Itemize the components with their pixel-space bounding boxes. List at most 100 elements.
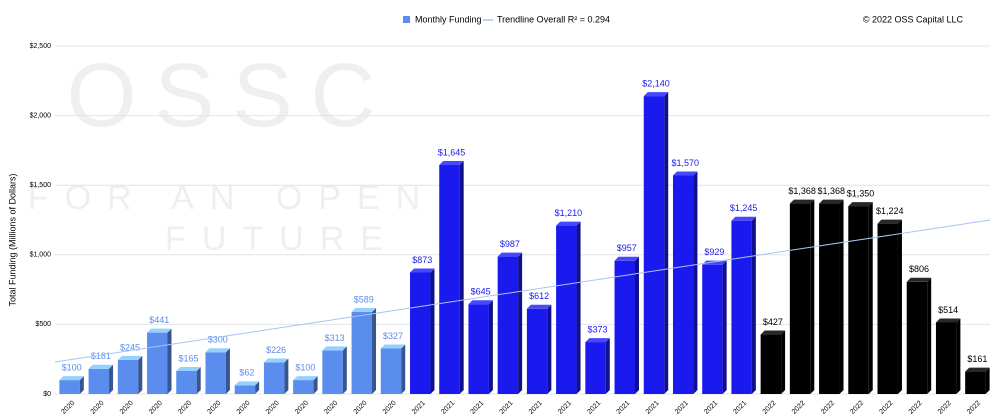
bar bbox=[877, 223, 898, 394]
bar-top bbox=[147, 328, 172, 333]
bar bbox=[672, 175, 694, 394]
x-tick-label: 2021 bbox=[616, 400, 632, 416]
value-label: $1,210 bbox=[555, 208, 583, 218]
value-label: $62 bbox=[239, 368, 254, 378]
watermark-text: FOR AN OPEN bbox=[28, 179, 436, 217]
value-label: $987 bbox=[500, 239, 520, 249]
bar bbox=[176, 371, 197, 394]
value-label: $612 bbox=[529, 291, 549, 301]
x-tick-label: 2022 bbox=[878, 400, 894, 416]
bar-side bbox=[956, 318, 961, 394]
value-label: $1,368 bbox=[818, 186, 846, 196]
value-label: $441 bbox=[149, 315, 169, 325]
trendline bbox=[54, 219, 991, 363]
bar-top bbox=[439, 161, 464, 166]
bar-side bbox=[605, 338, 610, 394]
bar-top bbox=[468, 300, 493, 305]
x-tick-label: 2021 bbox=[411, 400, 427, 416]
bar bbox=[439, 165, 460, 394]
bar-top bbox=[760, 330, 786, 335]
bar bbox=[322, 350, 343, 394]
bar-top bbox=[585, 338, 610, 343]
bar bbox=[468, 304, 489, 394]
x-tick-label: 2022 bbox=[791, 400, 807, 416]
x-tick-label: 2022 bbox=[849, 400, 865, 416]
value-label: $181 bbox=[91, 351, 111, 361]
bar bbox=[351, 312, 373, 394]
value-label: $165 bbox=[178, 353, 198, 363]
watermark: OSSC FOR AN OPEN FUTURE bbox=[28, 46, 436, 258]
bar-top bbox=[526, 304, 552, 309]
bar bbox=[205, 352, 226, 394]
value-label: $1,224 bbox=[876, 206, 904, 216]
y-tick-label: $1,000 bbox=[30, 252, 52, 259]
x-tick-label: 2020 bbox=[265, 400, 281, 416]
bar-top bbox=[234, 381, 260, 386]
bar-top bbox=[351, 308, 377, 313]
bar-top bbox=[263, 358, 289, 363]
x-tick-label: 2021 bbox=[732, 400, 748, 416]
bar bbox=[614, 260, 635, 394]
bar-top bbox=[672, 171, 698, 176]
bar-top bbox=[848, 202, 873, 207]
bar-side bbox=[518, 252, 523, 394]
bar-side bbox=[401, 344, 406, 394]
bar-top bbox=[59, 376, 84, 381]
value-label: $313 bbox=[325, 333, 345, 343]
x-tick-label: 2021 bbox=[674, 400, 690, 416]
bar-top bbox=[497, 252, 523, 257]
value-label: $373 bbox=[588, 324, 608, 334]
bar bbox=[702, 264, 723, 394]
x-tick-label: 2020 bbox=[323, 400, 339, 416]
x-tick-label: 2022 bbox=[966, 400, 982, 416]
x-tick-label: 2022 bbox=[762, 400, 778, 416]
bar-side bbox=[488, 300, 493, 394]
bar-side bbox=[868, 202, 873, 394]
value-label: $1,645 bbox=[438, 147, 466, 157]
value-label: $589 bbox=[354, 294, 374, 304]
x-tick-label: 2020 bbox=[177, 400, 193, 416]
bar bbox=[59, 380, 80, 394]
value-label: $1,368 bbox=[788, 186, 816, 196]
bar-top bbox=[965, 367, 990, 372]
bar-side bbox=[372, 308, 377, 394]
bar-side bbox=[313, 376, 318, 394]
bar-side bbox=[430, 268, 435, 394]
bar-side bbox=[693, 171, 698, 394]
bar-top bbox=[88, 364, 114, 369]
value-label: $1,245 bbox=[730, 203, 758, 213]
bar-top bbox=[205, 348, 230, 353]
x-tick-label: 2020 bbox=[294, 400, 310, 416]
x-tick-label: 2021 bbox=[440, 400, 456, 416]
bar bbox=[497, 256, 519, 394]
bar-top bbox=[819, 199, 844, 204]
value-label: $2,140 bbox=[642, 78, 670, 88]
x-tick-label: 2020 bbox=[119, 400, 135, 416]
value-label: $957 bbox=[617, 243, 637, 253]
y-axis-label: Total Funding (Millions of Dollars) bbox=[7, 173, 17, 306]
value-label: $427 bbox=[763, 317, 783, 327]
value-label: $245 bbox=[120, 342, 140, 352]
bar-side bbox=[284, 358, 289, 394]
bar bbox=[263, 362, 285, 394]
bar bbox=[965, 371, 986, 394]
bar bbox=[643, 96, 665, 394]
bar bbox=[117, 359, 139, 394]
value-label: $1,350 bbox=[847, 188, 875, 198]
bar bbox=[731, 220, 752, 394]
x-tick-label: 2020 bbox=[206, 400, 222, 416]
bar bbox=[147, 332, 168, 394]
bar bbox=[935, 322, 957, 394]
bar-top bbox=[643, 92, 669, 97]
bar bbox=[380, 348, 402, 394]
x-tick-label: 2020 bbox=[148, 400, 164, 416]
bar-side bbox=[342, 346, 347, 394]
value-label: $100 bbox=[62, 362, 82, 372]
value-label: $100 bbox=[295, 362, 315, 372]
x-tick-label: 2020 bbox=[382, 400, 398, 416]
value-label: $929 bbox=[704, 247, 724, 257]
value-label: $806 bbox=[909, 264, 929, 274]
bar-top bbox=[935, 318, 961, 323]
bar bbox=[556, 225, 577, 394]
bar-top bbox=[117, 355, 143, 360]
